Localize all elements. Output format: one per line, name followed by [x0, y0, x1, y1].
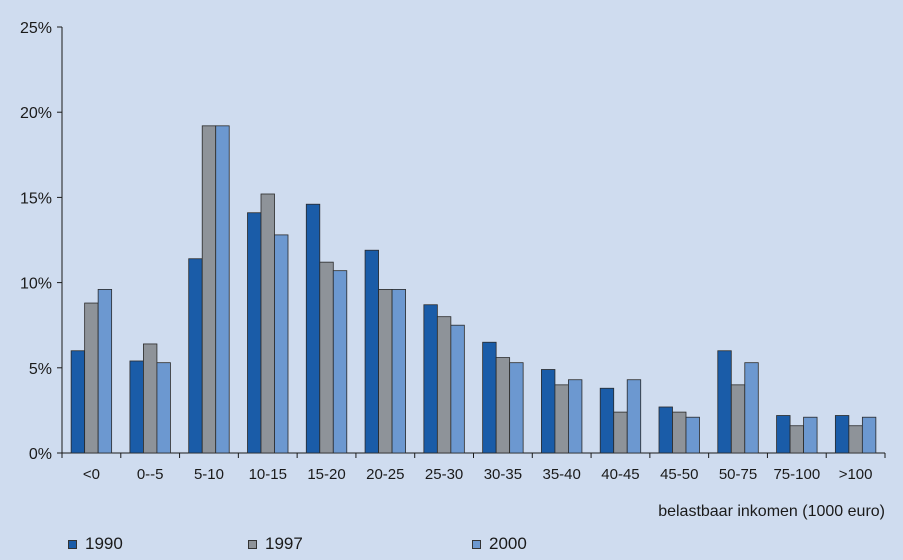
x-tick-label: 5-10	[194, 466, 224, 483]
bar-2000-1	[156, 362, 171, 454]
bar-2000-3	[274, 234, 289, 454]
y-tick-label: 0%	[29, 446, 52, 463]
bar-1997-7	[495, 357, 511, 454]
bar-2000-11	[744, 362, 759, 454]
legend-item-1990: 1990	[68, 534, 123, 554]
legend-item-2000: 2000	[472, 534, 527, 554]
x-tick-label: 40-45	[601, 466, 639, 483]
x-tick-label: <0	[83, 466, 100, 483]
bar-1997-9	[613, 411, 628, 454]
legend-item-1997: 1997	[248, 534, 303, 554]
bar-1997-11	[730, 384, 746, 454]
bar-1990-1	[129, 360, 144, 454]
y-tick-label: 20%	[20, 105, 52, 122]
bar-2000-12	[803, 416, 818, 454]
bar-2000-6	[450, 324, 465, 454]
bar-1990-3	[247, 212, 262, 454]
legend-label: 2000	[489, 534, 527, 553]
x-tick-label: 15-20	[307, 466, 345, 483]
y-axis: 0% 5% 10% 15% 20% 25%	[20, 20, 63, 463]
legend-swatch	[68, 539, 77, 549]
bar-1997-3	[260, 193, 275, 454]
x-tick-label: >100	[839, 466, 873, 483]
bar-1990-10	[658, 406, 673, 454]
legend-swatch	[472, 539, 481, 549]
bar-1990-4	[305, 203, 321, 454]
y-tick-label: 10%	[20, 276, 52, 293]
bar-1990-8	[541, 369, 556, 454]
bar-1990-11	[717, 350, 732, 454]
legend-label: 1990	[85, 534, 123, 553]
bars	[70, 125, 877, 454]
bar-1997-1	[143, 343, 158, 454]
legend-label: 1997	[265, 534, 303, 553]
bar-2000-10	[685, 416, 700, 454]
x-tick-label: 30-35	[484, 466, 522, 483]
x-axis-title: belastbaar inkomen (1000 euro)	[658, 503, 885, 520]
x-tick-label: 25-30	[425, 466, 463, 483]
y-tick-label: 25%	[20, 20, 52, 37]
bar-1990-13	[834, 415, 850, 454]
bar-2000-2	[215, 125, 230, 454]
bar-1997-13	[848, 425, 863, 454]
bar-1990-6	[423, 304, 438, 454]
bar-1997-0	[84, 302, 99, 454]
bar-chart: 0% 5% 10% 15% 20% 25% <0 0--5 5-10 10-15 15-20 20-…	[20, 20, 886, 520]
bar-1990-7	[482, 341, 497, 454]
x-tick-label: 0--5	[137, 466, 164, 483]
legend: 1990 1997 2000	[0, 534, 903, 560]
bar-2000-5	[391, 289, 406, 454]
x-axis: <0 0--5 5-10 10-15 15-20 20-25 25-30 30-35 35-40…	[61, 452, 886, 483]
x-tick-label: 45-50	[660, 466, 698, 483]
bar-2000-13	[861, 416, 877, 454]
y-tick-label: 15%	[20, 190, 52, 207]
x-tick-label: 50-75	[719, 466, 757, 483]
bar-1997-8	[554, 384, 569, 454]
legend-swatch	[248, 539, 257, 549]
bar-1997-10	[672, 411, 687, 454]
bar-1990-2	[188, 258, 203, 454]
y-tick-label: 5%	[29, 361, 52, 378]
bar-2000-8	[568, 379, 583, 454]
bar-1997-2	[201, 125, 217, 454]
x-tick-label: 10-15	[249, 466, 287, 483]
bar-1990-5	[364, 249, 379, 454]
bar-1990-12	[776, 415, 791, 454]
x-tick-label: 20-25	[366, 466, 404, 483]
bar-1997-12	[789, 425, 804, 454]
bar-1997-6	[436, 316, 452, 454]
x-tick-label: 35-40	[542, 466, 580, 483]
bar-2000-0	[97, 289, 113, 454]
bar-1997-5	[378, 289, 393, 454]
x-tick-label: 75-100	[773, 466, 820, 483]
bar-2000-9	[626, 379, 642, 454]
bar-2000-4	[332, 270, 348, 454]
bar-1990-9	[599, 387, 615, 454]
bar-1997-4	[319, 261, 334, 454]
bar-2000-7	[509, 362, 524, 454]
bar-1990-0	[70, 350, 86, 454]
